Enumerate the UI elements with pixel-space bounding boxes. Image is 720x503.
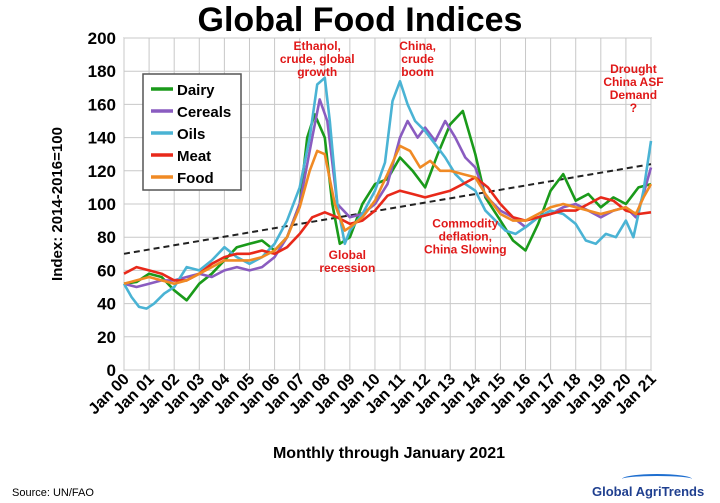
y-tick-label: 80 <box>97 228 116 247</box>
annotation: Drought China ASF Demand? <box>603 62 663 115</box>
legend-label-meat: Meat <box>177 148 211 165</box>
swoosh-icon <box>622 474 692 484</box>
y-tick-label: 20 <box>97 328 116 347</box>
legend-label-dairy: Dairy <box>177 82 215 99</box>
series-line-meat <box>123 176 652 282</box>
annotation: Commodity deflation, China Slowing <box>424 217 507 257</box>
x-axis-label: Monthly through January 2021 <box>273 445 505 462</box>
y-tick-label: 140 <box>88 129 116 148</box>
brand-logo: Global AgriTrends <box>592 474 705 499</box>
chart-title: Global Food Indices <box>197 1 523 39</box>
y-tick-label: 160 <box>88 95 116 114</box>
y-axis-label: Index: 2014-2016=100 <box>49 127 66 281</box>
y-tick-label: 180 <box>88 62 116 81</box>
y-tick-label: 200 <box>88 29 116 48</box>
legend-label-oils: Oils <box>177 126 205 143</box>
y-tick-label: 40 <box>97 295 116 314</box>
y-tick-label: 0 <box>107 361 116 380</box>
series-line-oils <box>122 76 653 310</box>
y-tick-label: 120 <box>88 162 116 181</box>
annotation: Ethanol, crude, global growth <box>280 39 355 79</box>
series-line-dairy <box>123 109 652 302</box>
brand-name: Global AgriTrends <box>592 484 705 499</box>
trendline <box>123 163 652 255</box>
annotation: China, crude boom <box>399 39 436 79</box>
series-line-food <box>123 144 653 285</box>
legend-label-food: Food <box>177 170 214 187</box>
source-note: Source: UN/FAO <box>12 487 94 499</box>
legend-label-cereals: Cereals <box>177 104 231 121</box>
y-tick-label: 100 <box>88 195 116 214</box>
y-tick-label: 60 <box>97 261 116 280</box>
annotation: Global recession <box>319 248 375 275</box>
